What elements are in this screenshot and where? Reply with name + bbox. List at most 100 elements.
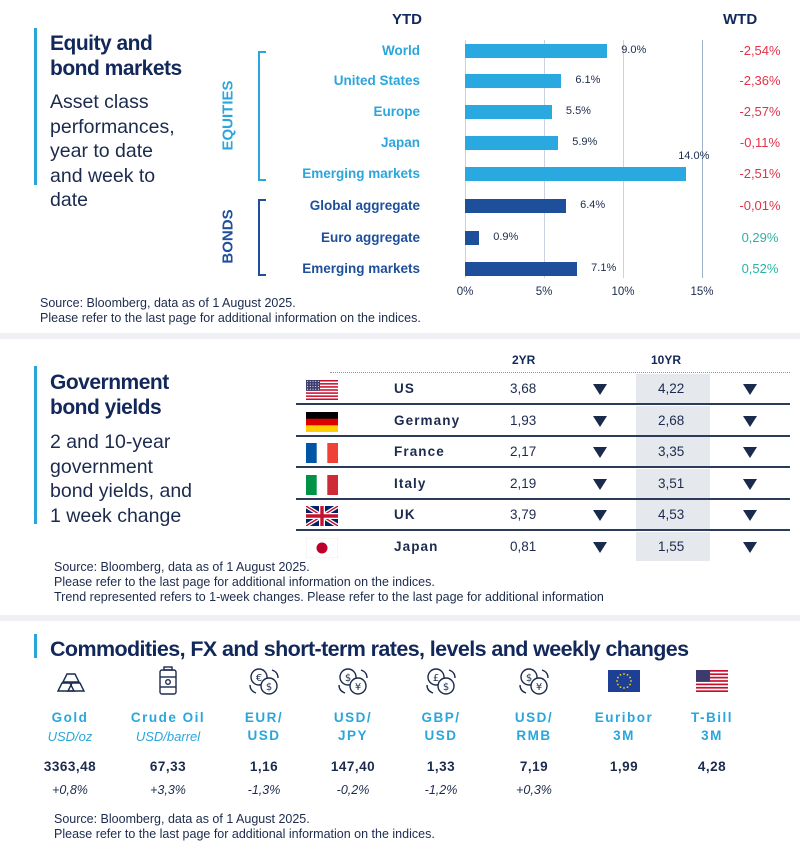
yield-10yr: 4,53: [658, 507, 685, 522]
gridline: [623, 40, 624, 278]
country-name: Germany: [394, 412, 461, 428]
bar: [465, 231, 480, 245]
trend-down-icon: [593, 510, 607, 521]
gold-bars-icon: [50, 665, 90, 697]
table-row: UK 3,79 4,53: [296, 500, 790, 531]
instrument-value: 1,16: [249, 759, 279, 774]
desc-line: year to date: [50, 140, 153, 162]
trend-down-icon: [743, 510, 757, 521]
oil-barrel-icon: [148, 665, 188, 697]
instrument-name: GBP/USD: [396, 709, 486, 745]
highlight-cell: [636, 405, 710, 435]
trend-down-icon: [593, 384, 607, 395]
panel-description: Asset class performances, year to date a…: [50, 90, 175, 213]
bar: [465, 105, 552, 119]
name-line: Euribor: [594, 710, 654, 725]
us-flag: [306, 380, 338, 400]
title-line: Government: [50, 371, 169, 394]
bonds-bracket: [258, 200, 260, 275]
source-note: Source: Bloomberg, data as of 1 August 2…: [54, 560, 604, 605]
gridline: [465, 40, 466, 278]
instrument-name: Gold: [25, 709, 115, 727]
name-line: Crude Oil: [130, 710, 206, 725]
category-label: World: [382, 43, 420, 58]
bracket-tick: [258, 199, 266, 201]
equities-bracket: [258, 52, 260, 180]
source-line: Trend represented refers to 1-week chang…: [54, 590, 604, 604]
trend-down-icon: [593, 541, 607, 553]
yield-2yr: 0,81: [510, 538, 537, 554]
desc-line: Asset class: [50, 91, 149, 113]
bar-value-label: 5.5%: [565, 105, 591, 117]
desc-line: and week to: [50, 164, 156, 187]
col-10yr-header: 10YR: [651, 353, 682, 367]
desc-line: bond yields, and: [50, 480, 193, 502]
panel-title: Government bond yields: [50, 370, 169, 420]
trend-down-icon: [593, 415, 607, 427]
bar: [465, 167, 687, 181]
euro-dollar-exchange-icon: € $: [244, 665, 284, 697]
us-flag-icon: [692, 665, 732, 697]
source-line: Please refer to the last page for additi…: [54, 575, 435, 589]
svg-text:¥: ¥: [355, 682, 361, 693]
gridline: [702, 40, 703, 278]
yield-2yr: 2,19: [510, 475, 537, 491]
name-line: 3M: [701, 728, 723, 743]
table-row: US 3,68 4,22: [296, 374, 790, 405]
svg-text:$: $: [443, 682, 449, 693]
bar-value-label: 7.1%: [591, 262, 617, 274]
accent-line: [34, 28, 37, 185]
name-line: USD/: [333, 710, 373, 725]
instrument-name: USD/RMB: [489, 709, 579, 745]
dollar-yuan-exchange-icon: $ ¥: [514, 665, 554, 697]
bracket-tick: [258, 51, 266, 53]
desc-line: government: [50, 455, 153, 478]
eu-flag-icon: [604, 665, 644, 697]
highlight-cell: [636, 468, 710, 498]
title-line: Equity and: [50, 32, 153, 55]
country-name: US: [394, 381, 415, 396]
highlight-cell: [636, 500, 710, 529]
source-note: Source: Bloomberg, data as of 1 August 2…: [54, 812, 435, 842]
wtd-value: -2,57%: [739, 104, 781, 119]
instrument-name: Euribor 3M: [579, 709, 669, 745]
svg-text:$: $: [266, 682, 272, 693]
svg-text:$: $: [526, 673, 532, 684]
wtd-header: WTD: [723, 11, 758, 28]
italy-flag: [306, 474, 338, 495]
instrument-value: 1,99: [609, 759, 639, 774]
commodities-fx-panel: Commodities, FX and short-term rates, le…: [0, 621, 800, 852]
x-tick-label: 0%: [456, 286, 474, 298]
panel-description: 2 and 10-year government bond yields, an…: [50, 430, 192, 528]
bracket-tick: [258, 274, 266, 276]
name-line: EUR/: [244, 710, 284, 725]
instrument-value: 4,28: [697, 759, 727, 774]
wtd-value: -0,11%: [739, 135, 781, 150]
trend-down-icon: [593, 478, 607, 490]
trend-down-icon: [743, 384, 757, 395]
bar: [465, 44, 608, 58]
ytd-header: YTD: [392, 11, 422, 28]
accent-line: [34, 634, 37, 658]
weekly-change: +3,3%: [150, 783, 186, 797]
bar: [465, 74, 562, 88]
x-tick-label: 15%: [690, 286, 714, 298]
wtd-value: -2,54%: [739, 43, 781, 58]
bracket-tick: [258, 179, 266, 181]
title-line: bond markets: [50, 57, 182, 80]
bar: [465, 262, 578, 276]
category-label: Japan: [380, 135, 420, 150]
france-flag: [306, 443, 338, 463]
table-row: Italy 2,19 3,51: [296, 468, 790, 500]
svg-text:£: £: [433, 673, 439, 684]
svg-text:€: €: [256, 673, 262, 684]
instrument-value: 67,33: [149, 759, 187, 774]
category-label: United States: [333, 73, 420, 88]
yield-2yr: 1,93: [510, 412, 537, 428]
source-line: Source: Bloomberg, data as of 1 August 2…: [54, 812, 310, 826]
instrument-value: 1,33: [426, 759, 456, 774]
yield-2yr: 3,68: [510, 381, 537, 396]
instrument-name: EUR/USD: [219, 709, 309, 745]
yield-10yr: 3,35: [658, 444, 685, 459]
trend-down-icon: [593, 447, 607, 458]
